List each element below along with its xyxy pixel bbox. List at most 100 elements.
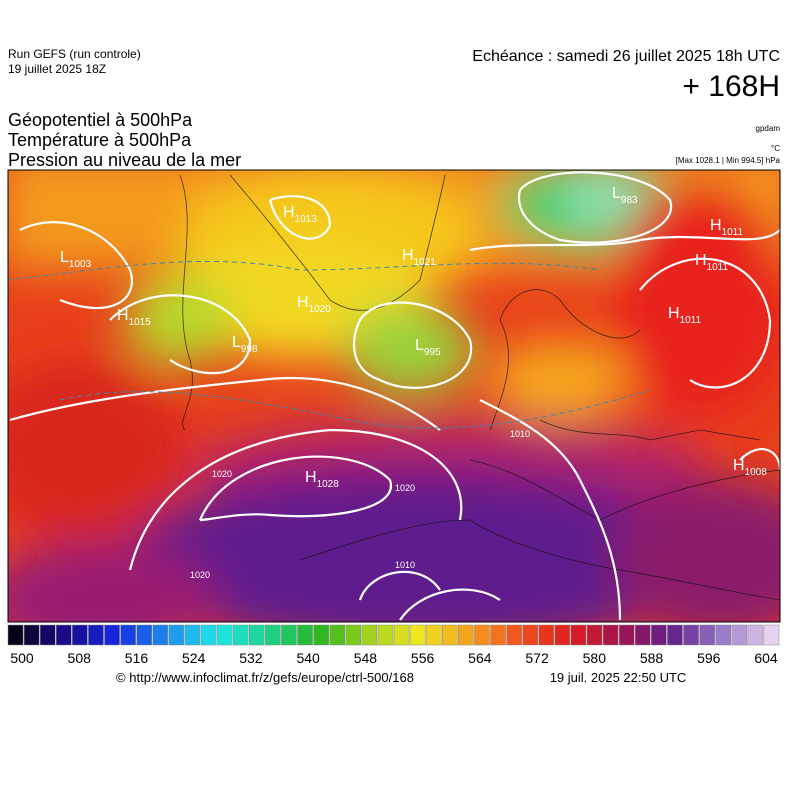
colorbar-swatch bbox=[265, 624, 281, 646]
colorbar-swatch bbox=[699, 624, 715, 646]
isobar-label: 1020 bbox=[190, 570, 210, 580]
center-value: 998 bbox=[241, 344, 258, 355]
center-kind: L bbox=[415, 337, 424, 354]
pressure-center: H1011 bbox=[695, 252, 729, 273]
colorbar-swatch bbox=[683, 624, 699, 646]
colorbar-swatch bbox=[249, 624, 265, 646]
center-kind: H bbox=[297, 294, 309, 311]
map-frame bbox=[7, 169, 781, 623]
colorbar-label: 564 bbox=[468, 650, 492, 666]
pressure-center: L998 bbox=[232, 334, 258, 355]
pressure-center: H1011 bbox=[668, 305, 702, 326]
pressure-center: H1021 bbox=[402, 247, 436, 268]
colorbar-swatch bbox=[313, 624, 329, 646]
isobar-label: 1020 bbox=[212, 469, 232, 479]
run-date: 19 juillet 2025 18Z bbox=[8, 62, 106, 76]
colorbar-swatch bbox=[747, 624, 764, 646]
colorbar-swatch bbox=[88, 624, 104, 646]
colorbar-label: 524 bbox=[182, 650, 206, 666]
colorbar-swatch bbox=[731, 624, 748, 646]
center-value: 1021 bbox=[414, 257, 437, 268]
lead-time: + 168H bbox=[682, 70, 780, 103]
colorbar-swatch bbox=[602, 624, 619, 646]
center-kind: H bbox=[283, 204, 295, 221]
colorbar-swatch bbox=[39, 624, 56, 646]
colorbar-swatch bbox=[618, 624, 635, 646]
footer-url: © http://www.infoclimat.fr/z/gefs/europe… bbox=[116, 670, 414, 685]
isobar-label: 1020 bbox=[395, 483, 415, 493]
unit: [Max 1028.1 | Min 994.5] hPa bbox=[676, 156, 781, 165]
colorbar-swatch bbox=[490, 624, 506, 646]
pressure-center: H1028 bbox=[305, 469, 339, 490]
center-value: 1028 bbox=[317, 479, 340, 490]
colorbar-swatch bbox=[56, 624, 72, 646]
colorbar-swatch bbox=[200, 624, 217, 646]
colorbar-swatch bbox=[667, 624, 683, 646]
colorbar-swatch bbox=[136, 624, 153, 646]
isobar-label: 1010 bbox=[395, 560, 415, 570]
center-value: 1003 bbox=[69, 259, 92, 270]
pressure-center: H1020 bbox=[297, 294, 331, 315]
colorbar-swatch bbox=[281, 624, 297, 646]
colorbar-swatch bbox=[554, 624, 571, 646]
colorbar-swatch bbox=[425, 624, 442, 646]
colorbar-label: 580 bbox=[583, 650, 607, 666]
center-kind: H bbox=[710, 217, 722, 234]
pressure-center: H1013 bbox=[283, 204, 317, 225]
center-value: 995 bbox=[424, 347, 441, 358]
echeance: Echéance : samedi 26 juillet 2025 18h UT… bbox=[472, 48, 780, 65]
colorbar-swatch bbox=[23, 624, 40, 646]
colorbar-label: 572 bbox=[525, 650, 549, 666]
center-value: 1015 bbox=[129, 317, 152, 328]
center-kind: H bbox=[668, 305, 680, 322]
center-kind: H bbox=[402, 247, 414, 264]
colorbar-swatch bbox=[216, 624, 233, 646]
colorbar-swatch bbox=[345, 624, 362, 646]
colorbar-swatch bbox=[72, 624, 88, 646]
colorbar-swatch bbox=[474, 624, 490, 646]
colorbar-label: 588 bbox=[640, 650, 664, 666]
colorbar-swatch bbox=[184, 624, 201, 646]
center-value: 1011 bbox=[707, 262, 729, 273]
colorbar-swatch bbox=[297, 624, 313, 646]
colorbar-swatch bbox=[506, 624, 522, 646]
colorbar-swatch bbox=[377, 624, 394, 646]
colorbar-swatch bbox=[570, 624, 587, 646]
colorbar-swatch bbox=[104, 624, 120, 646]
colorbar-swatch bbox=[763, 624, 780, 646]
colorbar-swatch bbox=[715, 624, 732, 646]
isobar-label: 1010 bbox=[510, 429, 530, 439]
center-value: 1020 bbox=[309, 304, 332, 315]
colorbar-label: 548 bbox=[354, 650, 378, 666]
colorbar-swatch bbox=[152, 624, 169, 646]
colorbar-swatch bbox=[361, 624, 378, 646]
colorbar-swatch bbox=[442, 624, 458, 646]
colorbar-swatch bbox=[232, 624, 249, 646]
run: Run GEFS (run controle) bbox=[8, 47, 141, 61]
colorbar-label: 556 bbox=[411, 650, 435, 666]
center-value: 1011 bbox=[722, 227, 744, 238]
title: Pression au niveau de la mer bbox=[8, 150, 241, 170]
colorbar-label: 516 bbox=[125, 650, 149, 666]
pressure-center: L983 bbox=[612, 185, 638, 206]
map bbox=[8, 170, 780, 622]
center-kind: L bbox=[612, 185, 621, 202]
colorbar-swatch bbox=[522, 624, 539, 646]
pressure-center: H1008 bbox=[733, 457, 767, 478]
colorbar-swatch bbox=[586, 624, 603, 646]
center-value: 983 bbox=[621, 195, 638, 206]
colorbar-label: 500 bbox=[10, 650, 34, 666]
colorbar-swatch bbox=[651, 624, 667, 646]
colorbar-swatch bbox=[538, 624, 555, 646]
unit: gpdam bbox=[756, 124, 781, 133]
pressure-center: L995 bbox=[415, 337, 441, 358]
colorbar-swatch bbox=[635, 624, 651, 646]
pressure-center: H1015 bbox=[117, 307, 151, 328]
center-kind: H bbox=[117, 307, 129, 324]
center-kind: H bbox=[305, 469, 317, 486]
center-kind: L bbox=[60, 249, 69, 266]
colorbar-swatch bbox=[168, 624, 185, 646]
title: Température à 500hPa bbox=[8, 130, 192, 150]
title: Géopotentiel à 500hPa bbox=[8, 110, 193, 130]
